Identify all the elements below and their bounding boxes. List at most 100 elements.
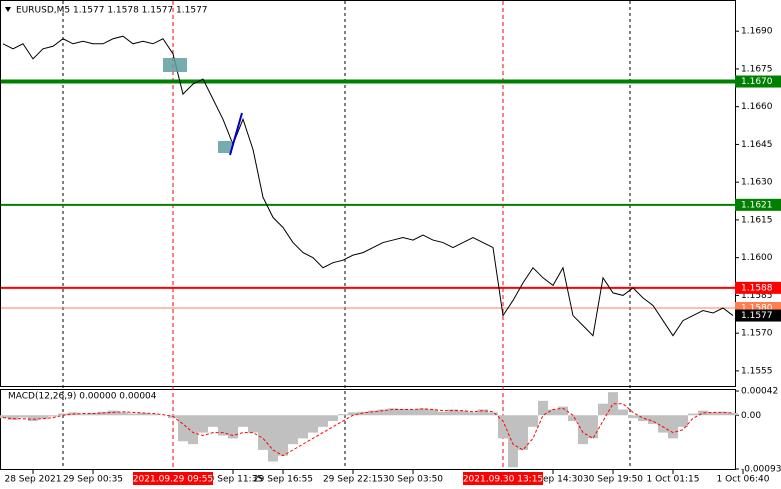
marker-label: 2021.09.29 09:55 xyxy=(133,475,213,485)
histogram-bar xyxy=(438,411,448,416)
y-tick-label: 1.1585 xyxy=(741,291,773,301)
y-tick-label: 1.1660 xyxy=(741,102,773,112)
histogram-bar xyxy=(118,412,128,416)
y-tick-label: 0.00042 xyxy=(741,387,778,397)
histogram-bar xyxy=(238,415,248,427)
histogram-bar xyxy=(658,415,668,433)
histogram-bar xyxy=(8,415,18,420)
histogram-bar xyxy=(98,411,108,416)
y-tick-label: 1.1630 xyxy=(741,178,773,188)
histogram-bar xyxy=(28,415,38,422)
histogram-bar xyxy=(568,415,578,422)
price-label-box xyxy=(735,198,781,211)
histogram-bar xyxy=(678,415,688,427)
histogram-bar xyxy=(358,411,368,416)
menu-arrow xyxy=(5,7,11,12)
macd-title: MACD(12,26,9) 0.00000 0.00004 xyxy=(8,392,157,402)
histogram-bar xyxy=(128,413,138,416)
histogram-bar xyxy=(398,408,408,416)
x-tick-label: 30 Sep 14:30 xyxy=(523,475,583,485)
histogram-bar xyxy=(488,412,498,416)
histogram-bar xyxy=(348,412,358,416)
histogram-bar xyxy=(408,409,418,416)
price-label: 1.1577 xyxy=(741,311,773,321)
histogram-bar xyxy=(588,415,598,439)
price-panel xyxy=(0,0,736,387)
histogram-bar xyxy=(58,413,68,416)
x-tick-label: 30 Sep 03:50 xyxy=(383,475,443,485)
y-tick-label: -0.00093 xyxy=(741,465,781,475)
histogram-bar xyxy=(528,415,538,427)
histogram-bar xyxy=(218,415,228,436)
x-tick-label: 29 Sep 11:35 xyxy=(203,475,263,485)
histogram-bar xyxy=(298,415,308,439)
x-tick-label: 1 Oct 01:15 xyxy=(647,475,700,485)
histogram-bar xyxy=(328,415,338,422)
histogram-bar xyxy=(108,410,118,416)
histogram-bar xyxy=(288,415,298,445)
histogram-bar xyxy=(78,414,88,416)
histogram-bar xyxy=(578,415,588,445)
histogram-bar xyxy=(258,415,268,450)
histogram-bar xyxy=(698,410,708,416)
price-label: 1.1670 xyxy=(741,77,773,87)
histogram-bar xyxy=(48,415,58,417)
y-tick-label: 1.1690 xyxy=(741,27,773,37)
histogram-bar xyxy=(418,408,428,416)
histogram-bar xyxy=(208,415,218,427)
histogram-bar xyxy=(558,406,568,416)
histogram-bar xyxy=(308,415,318,433)
histogram-bar xyxy=(498,415,508,439)
histogram-bar xyxy=(638,415,648,422)
histogram-bar xyxy=(268,415,278,462)
histogram-bar xyxy=(708,412,718,416)
histogram-bar xyxy=(478,409,488,416)
histogram-bar xyxy=(378,409,388,416)
histogram-bar xyxy=(388,408,398,416)
x-tick-label: 29 Sep 16:55 xyxy=(253,475,313,485)
y-tick-label: 1.1555 xyxy=(741,366,773,376)
box xyxy=(218,141,232,153)
histogram-bar xyxy=(668,415,678,439)
histogram-bar xyxy=(518,415,528,450)
histogram-bar xyxy=(188,415,198,445)
marker-label-box xyxy=(463,472,543,485)
price-label-box xyxy=(735,75,781,88)
price-label-box xyxy=(735,309,781,322)
histogram-bar xyxy=(38,415,48,419)
y-tick-label: 1.1600 xyxy=(741,253,773,263)
y-tick-label: 1.1645 xyxy=(741,140,773,150)
macd-panel xyxy=(0,389,736,470)
histogram-bar xyxy=(688,413,698,416)
histogram-bar xyxy=(718,411,728,416)
histogram-bar xyxy=(468,412,478,416)
x-tick-label: 30 Sep 19:50 xyxy=(583,475,643,485)
marker-label: 2021.09.30 13:15 xyxy=(463,475,543,485)
y-tick-label: 1.1570 xyxy=(741,329,773,339)
x-tick-label: 29 Sep 00:35 xyxy=(63,475,123,485)
histogram-bar xyxy=(88,412,98,416)
price-label: 1.1588 xyxy=(741,283,773,293)
histogram-bar xyxy=(428,409,438,416)
histogram-bar xyxy=(598,403,608,416)
x-tick-label: 28 Sep 2021 xyxy=(4,475,61,485)
histogram-bar xyxy=(618,409,628,416)
histogram-bar xyxy=(508,415,518,468)
y-tick-label: 1.1675 xyxy=(741,64,773,74)
y-tick-label: 1.1615 xyxy=(741,215,773,225)
histogram-bar xyxy=(368,410,378,416)
price-label: 1.1580 xyxy=(741,303,773,313)
histogram-bar xyxy=(0,415,8,419)
marker-label-box xyxy=(133,472,213,485)
histogram-bar xyxy=(228,415,238,439)
histogram-bar xyxy=(198,415,208,433)
histogram-bar xyxy=(138,412,148,416)
price-label: 1.1621 xyxy=(741,200,773,210)
histogram-bar xyxy=(148,414,158,416)
trend-line xyxy=(229,112,243,156)
histogram-bar xyxy=(458,410,468,416)
price-line xyxy=(2,35,734,337)
histogram-bar xyxy=(548,409,558,416)
x-tick-label: 29 Sep 22:15 xyxy=(323,475,383,485)
